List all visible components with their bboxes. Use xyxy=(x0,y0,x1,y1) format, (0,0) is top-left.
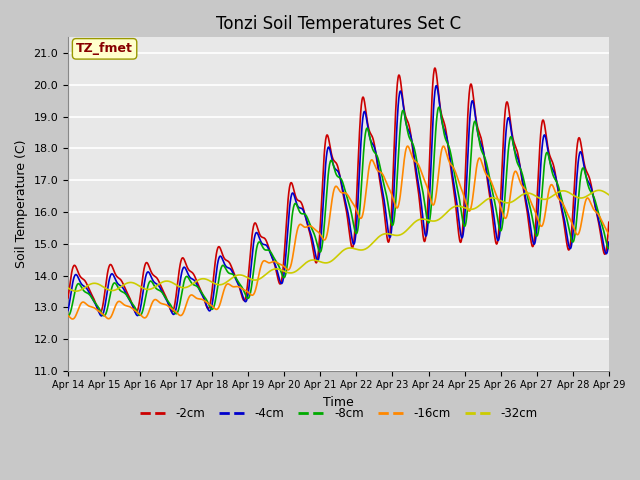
X-axis label: Time: Time xyxy=(323,396,354,409)
Y-axis label: Soil Temperature (C): Soil Temperature (C) xyxy=(15,140,28,268)
Text: TZ_fmet: TZ_fmet xyxy=(76,42,133,55)
Legend: -2cm, -4cm, -8cm, -16cm, -32cm: -2cm, -4cm, -8cm, -16cm, -32cm xyxy=(135,402,542,425)
Title: Tonzi Soil Temperatures Set C: Tonzi Soil Temperatures Set C xyxy=(216,15,461,33)
